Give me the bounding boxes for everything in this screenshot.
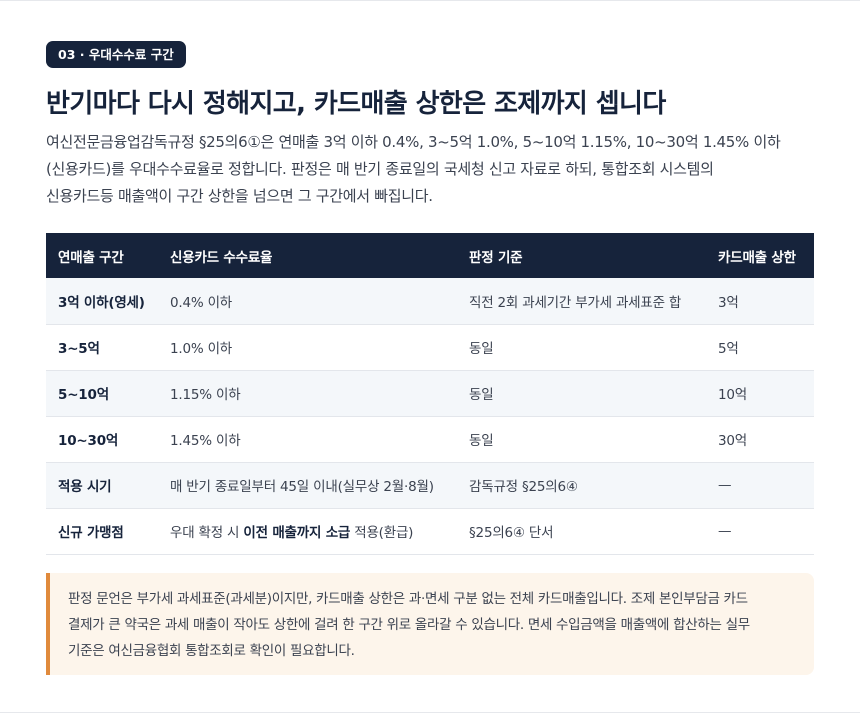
table-row: 5~10억 1.15% 이하 동일 10억	[46, 370, 814, 417]
table-row: 적용 시기 매 반기 종료일부터 45일 이내(실무상 2월·8월) 감독규정 …	[46, 462, 814, 509]
cell-cap: 30억	[706, 416, 814, 463]
cell-segment: 적용 시기	[46, 462, 158, 509]
table-row: 10~30억 1.45% 이하 동일 30억	[46, 416, 814, 463]
cell-cap: 10억	[706, 370, 814, 417]
cell-rate: 1.0% 이하	[158, 324, 457, 371]
cell-basis: 동일	[457, 416, 706, 463]
table-row: 신규 가맹점 우대 확정 시 이전 매출까지 소급 적용(환급) §25의6④ …	[46, 508, 814, 555]
cell-segment: 5~10억	[46, 370, 158, 417]
cell-cap: 3억	[706, 278, 814, 325]
cell-basis: 감독규정 §25의6④	[457, 462, 706, 509]
note-line: 판정 문언은 부가세 과세표준(과세분)이지만, 카드매출 상한은 과·면세 구…	[68, 591, 748, 607]
cell-cap: —	[706, 508, 814, 555]
cell-rate: 1.45% 이하	[158, 416, 457, 463]
header-rate: 신용카드 수수료율	[158, 233, 457, 278]
cell-rate: 우대 확정 시 이전 매출까지 소급 적용(환급)	[158, 508, 457, 555]
cell-rate: 매 반기 종료일부터 45일 이내(실무상 2월·8월)	[158, 462, 457, 509]
intro-line: 신용카드등 매출액이 구간 상한을 넘으면 그 구간에서 빠집니다.	[46, 187, 433, 205]
cell-segment: 3억 이하(영세)	[46, 278, 158, 325]
cell-basis: 직전 2회 과세기간 부가세 과세표준 합	[457, 278, 706, 325]
cell-rate: 1.15% 이하	[158, 370, 457, 417]
note-line: 결제가 큰 약국은 과세 매출이 작아도 상한에 걸려 한 구간 위로 올라갈 …	[68, 617, 750, 633]
cell-basis: 동일	[457, 370, 706, 417]
intro-line: (신용카드)를 우대수수료율로 정합니다. 판정은 매 반기 종료일의 국세청 …	[46, 160, 714, 178]
cell-basis: 동일	[457, 324, 706, 371]
cell-cap: —	[706, 462, 814, 509]
cell-basis: §25의6④ 단서	[457, 508, 706, 555]
header-segment: 연매출 구간	[46, 233, 158, 278]
fee-tier-table: 연매출 구간 신용카드 수수료율 판정 기준 카드매출 상한 3억 이하(영세)…	[46, 233, 814, 555]
rate-prefix: 우대 확정 시	[170, 525, 244, 541]
intro-paragraph: 여신전문금융업감독규정 §25의6①은 연매출 3억 이하 0.4%, 3~5억…	[46, 129, 816, 210]
cell-segment: 3~5억	[46, 324, 158, 371]
header-basis: 판정 기준	[457, 233, 706, 278]
cell-rate: 0.4% 이하	[158, 278, 457, 325]
cell-cap: 5억	[706, 324, 814, 371]
table-header-row: 연매출 구간 신용카드 수수료율 판정 기준 카드매출 상한	[46, 233, 814, 278]
page-title: 반기마다 다시 정해지고, 카드매출 상한은 조제까지 셉니다	[46, 89, 666, 119]
table-row: 3~5억 1.0% 이하 동일 5억	[46, 324, 814, 371]
note-line: 기준은 여신금융협회 통합조회로 확인이 필요합니다.	[68, 643, 355, 659]
intro-line: 여신전문금융업감독규정 §25의6①은 연매출 3억 이하 0.4%, 3~5억…	[46, 133, 781, 151]
section-badge: 03 · 우대수수료 구간	[46, 41, 186, 68]
header-cap: 카드매출 상한	[706, 233, 814, 278]
note-callout: 판정 문언은 부가세 과세표준(과세분)이지만, 카드매출 상한은 과·면세 구…	[46, 573, 814, 675]
cell-segment: 10~30억	[46, 416, 158, 463]
rate-emphasis: 이전 매출까지 소급	[243, 525, 351, 541]
cell-segment: 신규 가맹점	[46, 508, 158, 555]
table-row: 3억 이하(영세) 0.4% 이하 직전 2회 과세기간 부가세 과세표준 합 …	[46, 278, 814, 325]
rate-suffix: 적용(환급)	[350, 525, 414, 541]
